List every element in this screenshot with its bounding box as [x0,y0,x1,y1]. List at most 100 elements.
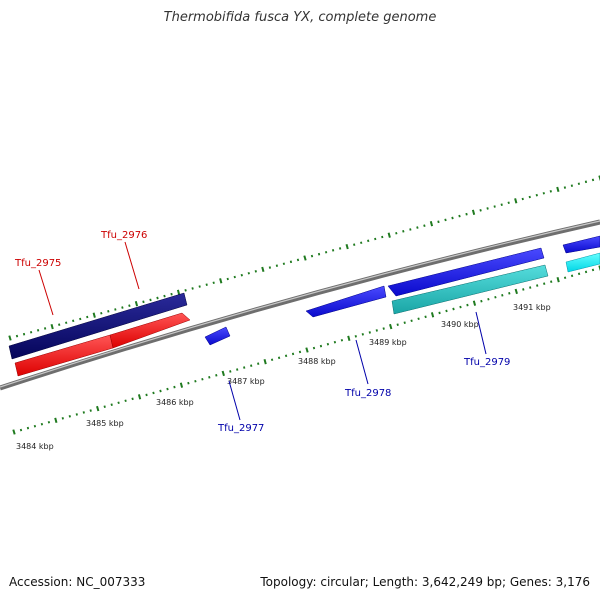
minor-tick [124,399,127,403]
minor-tick [374,237,377,241]
minor-tick [284,354,288,358]
minor-tick [340,338,344,342]
minor-tick [121,306,124,309]
minor-tick [268,266,272,269]
major-tick [8,335,12,341]
minor-tick [291,352,295,356]
minor-tick [487,297,490,301]
minor-tick [403,321,406,324]
gene-arrow-aqua-edge[interactable] [565,252,600,273]
gene-arrow-navy[interactable] [8,292,188,360]
minor-tick [409,228,412,231]
gene-arrow-tfu-2976[interactable] [109,312,191,349]
kbp-label: 3487 kbp [227,377,265,386]
minor-tick [215,374,218,377]
minor-tick [36,329,40,332]
minor-tick [570,274,574,278]
minor-tick [437,220,440,224]
minor-tick [312,346,316,350]
minor-tick [117,401,120,405]
gene-arrow-blue-edge[interactable] [562,235,600,254]
minor-tick [282,262,286,266]
major-tick [176,289,181,295]
minor-tick [536,284,539,287]
minor-tick [156,296,159,300]
minor-tick [191,287,194,290]
minor-tick [549,190,552,193]
minor-tick [500,203,503,206]
minor-tick [402,230,405,233]
minor-tick [416,226,419,229]
major-tick [387,232,391,238]
major-tick [134,301,139,307]
minor-tick [33,424,37,428]
minor-tick [494,295,497,299]
major-tick [54,417,58,423]
minor-tick [89,409,92,412]
minor-tick [152,391,155,395]
minor-tick [128,304,131,307]
minor-tick [103,405,106,408]
gene-label-tfu-2978[interactable]: Tfu_2978 [344,388,391,399]
leader-line-tfu-2975 [38,269,54,316]
minor-tick [65,321,68,325]
major-tick [179,382,184,388]
minor-tick [501,294,504,297]
minor-tick [22,332,26,336]
minor-tick [201,377,204,381]
gene-label-tfu-2976[interactable]: Tfu_2976 [100,230,147,241]
minor-tick [417,317,420,321]
minor-tick [324,250,328,254]
minor-tick [86,315,89,319]
minor-tick [361,333,364,336]
minor-tick [338,247,342,250]
minor-tick [584,270,588,274]
gene-arrow-tfu-2978[interactable] [305,285,387,318]
minor-tick [240,273,243,277]
major-tick [556,277,560,283]
minor-tick [331,249,335,252]
minor-tick [68,415,71,418]
minor-tick [570,184,574,187]
minor-tick [29,330,33,334]
minor-tick [563,186,567,189]
minor-tick [194,379,197,383]
major-tick [92,312,96,318]
minor-tick [58,323,61,326]
major-tick [305,347,309,353]
minor-tick [563,276,567,280]
minor-tick [542,191,545,195]
minor-tick [114,308,117,311]
minor-tick [198,285,201,288]
gene-arrow-tfu-2979[interactable] [391,264,549,315]
minor-tick [480,299,483,303]
genome-backbone-highlight [0,220,600,388]
gene-label-tfu-2975[interactable]: Tfu_2975 [14,258,61,269]
major-tick [261,266,265,273]
minor-tick [466,303,469,307]
minor-tick [577,272,581,276]
minor-tick [82,411,85,414]
minor-tick [465,212,468,216]
minor-tick [79,317,82,321]
gene-arrow-blue-long[interactable] [387,247,545,297]
minor-tick [395,231,398,235]
minor-tick [452,307,455,311]
minor-tick [275,264,279,267]
minor-tick [166,387,169,391]
minor-tick [233,275,236,279]
minor-tick [26,426,30,430]
minor-tick [205,283,208,286]
minor-tick [333,340,337,344]
minor-tick [577,182,581,186]
gene-label-tfu-2979[interactable]: Tfu_2979 [463,357,510,368]
minor-tick [142,300,145,304]
minor-tick [72,319,75,323]
minor-tick [493,205,496,208]
tick-row-upper [8,175,600,341]
gene-arrow-tfu-2977[interactable] [204,326,231,346]
minor-tick [208,376,211,379]
gene-label-tfu-2977[interactable]: Tfu_2977 [217,423,264,434]
minor-tick [424,315,427,319]
